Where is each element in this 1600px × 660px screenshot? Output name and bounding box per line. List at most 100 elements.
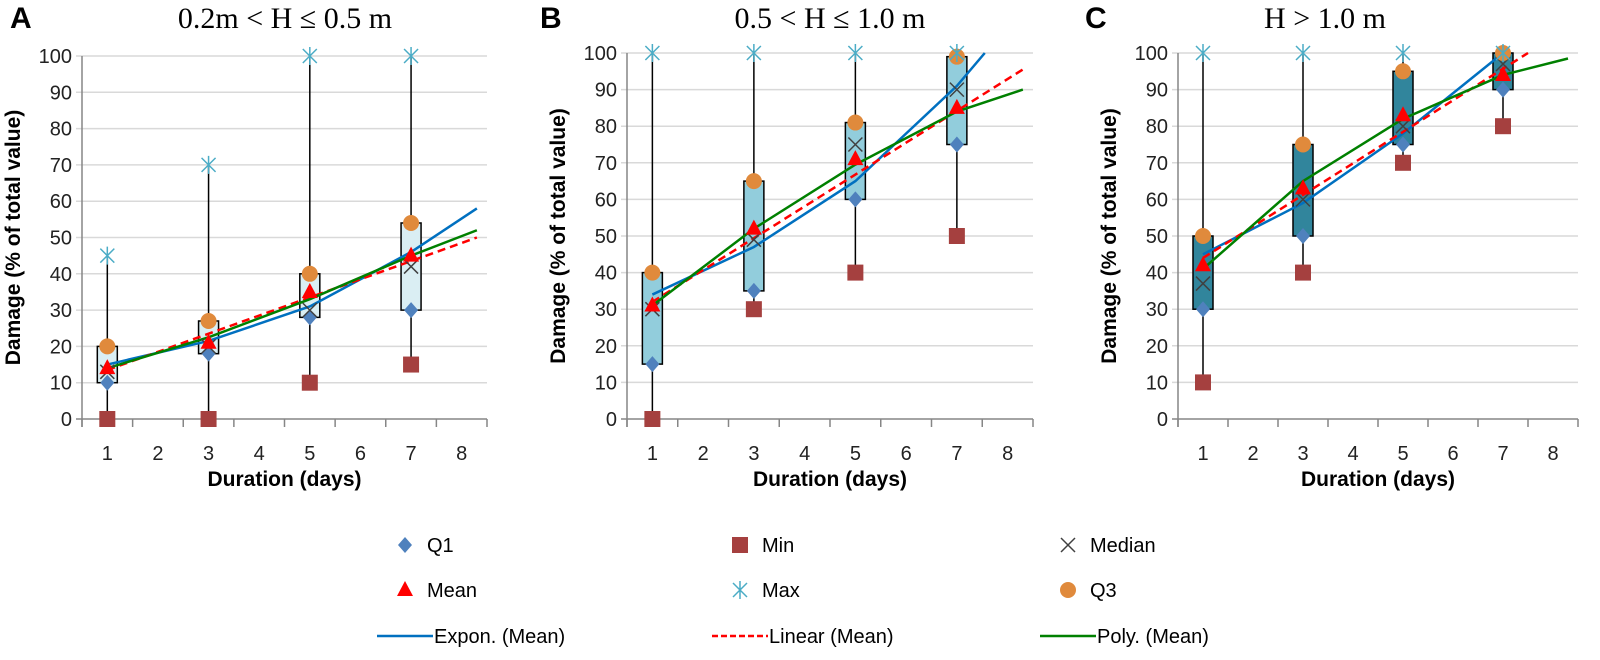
min-point [200, 411, 217, 427]
x-tick-label: 8 [1547, 443, 1558, 465]
max-legend-marker [732, 581, 748, 599]
x-tick-label: 7 [1497, 443, 1508, 465]
q1-point [645, 356, 660, 373]
x-tick-label: 3 [1297, 443, 1308, 465]
median-point [746, 232, 762, 248]
y-tick-label: 60 [50, 191, 72, 213]
y-tick-label: 90 [595, 80, 617, 102]
min-point [847, 264, 864, 281]
y-tick-label: 30 [595, 299, 617, 321]
mean-point [745, 219, 762, 235]
legend-label: Q3 [1090, 580, 1117, 602]
q3-legend-marker [1060, 582, 1076, 598]
min-point [644, 411, 661, 427]
y-tick-label: 40 [1146, 263, 1168, 285]
q1-point [1396, 136, 1410, 153]
median-legend-marker [1060, 537, 1076, 553]
y-axis-title: Damage (% of total value) [547, 108, 570, 364]
q1-point [949, 136, 964, 153]
x-axis-title: Duration (days) [1301, 468, 1455, 491]
y-tick-label: 20 [1146, 336, 1168, 358]
median-point [403, 259, 419, 275]
x-axis-title: Duration (days) [753, 468, 907, 491]
min-legend-marker [732, 537, 748, 553]
y-tick-label: 40 [50, 264, 72, 286]
y-tick-label: 80 [1146, 116, 1168, 138]
x-tick-label: 4 [254, 443, 265, 465]
y-tick-label: 100 [39, 46, 72, 68]
q1-point [1496, 81, 1510, 98]
mean-point [847, 150, 864, 166]
y-tick-label: 80 [595, 116, 617, 138]
legend-label: Expon. (Mean) [434, 626, 565, 648]
x-tick-label: 7 [951, 443, 962, 465]
x-tick-label: 8 [1002, 443, 1013, 465]
mean-point [200, 333, 217, 349]
y-tick-label: 0 [1157, 409, 1168, 431]
legend-item-q3: Q3 [1060, 580, 1117, 602]
mean-point [1295, 179, 1311, 195]
legend-label: Linear (Mean) [769, 626, 894, 648]
mean-point [301, 282, 318, 298]
q1-point [1196, 301, 1210, 318]
max-point [302, 47, 318, 65]
legend-item-max: Max [732, 580, 800, 602]
y-tick-label: 20 [50, 336, 72, 358]
x-tick-label: 7 [406, 443, 417, 465]
y-axis-title: Damage (% of total value) [1098, 108, 1121, 364]
chart-title: 0.5 < H ≤ 1.0 m [735, 2, 926, 35]
legend-label: Q1 [427, 535, 454, 557]
x-tick-label: 5 [850, 443, 861, 465]
min-point [1395, 154, 1411, 171]
max-point [746, 44, 762, 62]
x-tick-label: 8 [456, 443, 467, 465]
y-tick-label: 90 [50, 82, 72, 104]
x-tick-label: 6 [901, 443, 912, 465]
max-point [644, 44, 660, 62]
y-tick-label: 50 [50, 228, 72, 250]
q3-point [99, 338, 116, 355]
mean-point [1195, 256, 1211, 272]
x-tick-label: 6 [355, 443, 366, 465]
x-tick-label: 4 [1347, 443, 1358, 465]
legend-item-expon: Expon. (Mean) [377, 626, 565, 648]
y-tick-label: 10 [595, 372, 617, 394]
q1-point [404, 302, 419, 319]
median-point [1195, 276, 1211, 292]
min-point [99, 411, 116, 427]
q1-point [1296, 228, 1310, 244]
legend-label: Min [762, 535, 794, 557]
mean-point [403, 246, 420, 262]
y-axis-title: Damage (% of total value) [2, 110, 25, 366]
chart-title: H > 1.0 m [1264, 2, 1386, 35]
max-point [949, 44, 965, 62]
legend-item-min: Min [732, 535, 794, 557]
min-point [301, 374, 318, 391]
mean-point [948, 98, 965, 114]
min-point [1195, 374, 1211, 391]
y-tick-label: 100 [1135, 43, 1168, 65]
chart-title: 0.2m < H ≤ 0.5 m [178, 2, 392, 35]
y-tick-label: 70 [595, 153, 617, 175]
min-point [745, 301, 762, 318]
y-tick-label: 60 [1146, 189, 1168, 211]
min-point [403, 356, 420, 373]
legend-item-linear: Linear (Mean) [712, 626, 894, 648]
chart-panel-C: C H > 1.0 m 0 10 20 30 40 50 60 70 80 90 100 1 2 3 4 5 6 7 8… [1085, 2, 1579, 491]
expon-trend-line [651, 52, 986, 296]
mean-point [644, 296, 661, 312]
x-tick-label: 1 [1197, 443, 1208, 465]
q1-point [848, 191, 863, 208]
x-tick-label: 2 [698, 443, 709, 465]
max-point [1395, 44, 1411, 62]
y-tick-label: 80 [50, 119, 72, 141]
legend-label: Median [1090, 535, 1156, 557]
y-tick-label: 90 [1146, 80, 1168, 102]
expon-trend-line [1202, 52, 1504, 256]
poly-trend-line [106, 229, 478, 370]
q3-point [847, 114, 864, 131]
legend-item-q1: Q1 [398, 535, 454, 557]
legend: Q1 Min Median Mean Max Q3 Expon. (Mean) Linear … [377, 535, 1209, 648]
q3-point [1395, 63, 1411, 80]
x-tick-label: 2 [1247, 443, 1258, 465]
